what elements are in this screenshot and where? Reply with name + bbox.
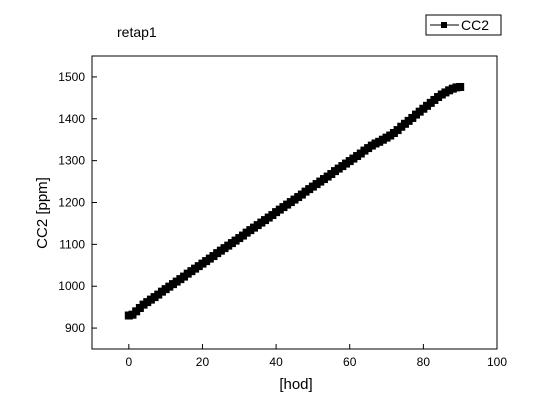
legend: CC2	[425, 14, 502, 36]
x-axis-label: [hod]	[279, 376, 312, 393]
series-cc2-points	[124, 82, 465, 320]
y-axis-ticks: 900 1000 1100 1200 1300 1400 1500	[58, 70, 97, 335]
x-tick-label: 40	[269, 355, 283, 369]
legend-label-cc2: CC2	[461, 17, 489, 33]
y-tick-label: 1400	[58, 112, 85, 126]
y-tick-label: 900	[65, 321, 85, 335]
legend-marker	[441, 22, 447, 28]
data-point	[456, 82, 465, 91]
x-tick-label: 100	[487, 355, 507, 369]
x-tick-label: 60	[343, 355, 357, 369]
legend-box	[425, 14, 502, 36]
y-tick-label: 1200	[58, 196, 85, 210]
y-axis-label: CC2 [ppm]	[34, 177, 51, 249]
x-tick-label: 80	[417, 355, 431, 369]
x-tick-label: 0	[125, 355, 132, 369]
y-tick-label: 1500	[58, 70, 85, 84]
x-axis-ticks: 0 20 40 60 80 100	[125, 344, 507, 369]
chart-title: retap1	[117, 24, 157, 40]
y-tick-label: 1300	[58, 154, 85, 168]
y-tick-label: 1100	[59, 237, 85, 251]
y-tick-label: 1000	[58, 279, 85, 293]
x-tick-label: 20	[196, 355, 210, 369]
